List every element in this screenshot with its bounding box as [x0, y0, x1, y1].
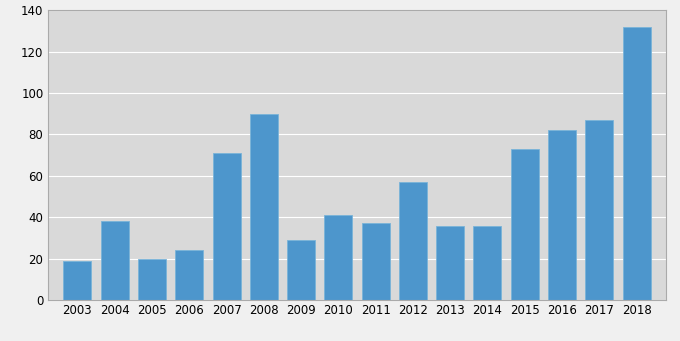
Bar: [324, 215, 352, 300]
Bar: [175, 250, 203, 300]
Bar: [436, 225, 464, 300]
Bar: [399, 182, 427, 300]
Bar: [138, 259, 166, 300]
Bar: [548, 130, 576, 300]
Bar: [287, 240, 315, 300]
Bar: [362, 223, 390, 300]
Bar: [585, 120, 613, 300]
Bar: [623, 27, 651, 300]
Bar: [63, 261, 91, 300]
Bar: [250, 114, 278, 300]
Bar: [213, 153, 241, 300]
Bar: [511, 149, 539, 300]
Bar: [101, 221, 129, 300]
Bar: [473, 225, 501, 300]
